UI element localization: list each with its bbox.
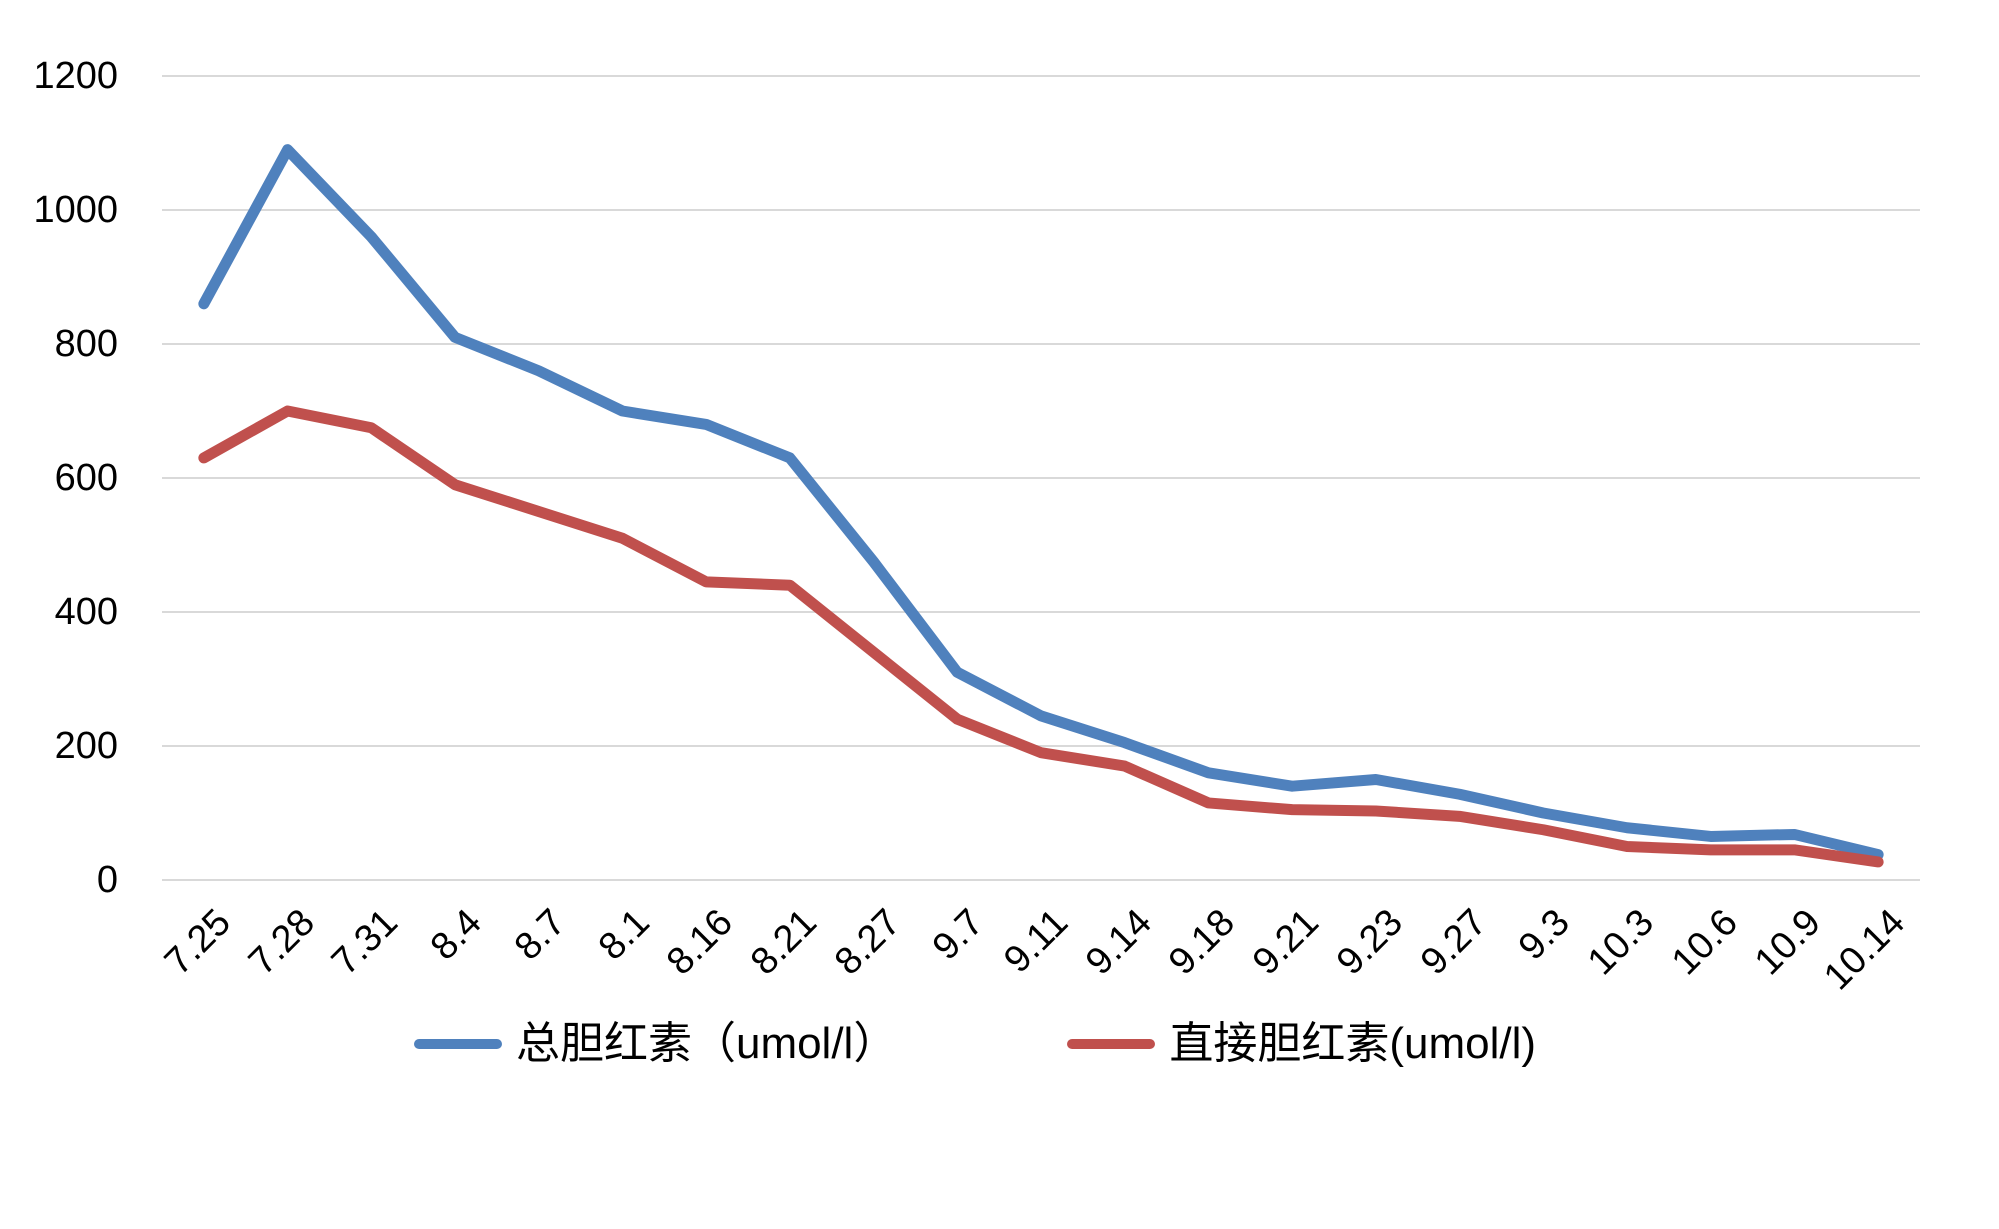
y-tick-label: 1200	[33, 55, 118, 97]
y-tick-label: 0	[96, 859, 118, 901]
legend-line-swatch-direct-bilirubin	[1067, 1039, 1156, 1049]
legend-label-direct-bilirubin: 直接胆红素(umol/l)	[1169, 1019, 1537, 1068]
series-line-1	[198, 405, 1884, 868]
legend-label-total-bilirubin: 总胆红素（umol/l）	[515, 1019, 898, 1068]
y-tick-label: 200	[54, 725, 118, 767]
series-line-0	[198, 144, 1884, 861]
y-tick-label: 800	[54, 323, 118, 365]
y-tick-label: 1000	[33, 189, 118, 231]
y-tick-label: 600	[54, 457, 118, 499]
legend: 总胆红素（umol/l） 直接胆红素(umol/l)	[0, 1018, 1950, 1070]
y-tick-label: 400	[54, 591, 118, 633]
legend-item-direct-bilirubin: 直接胆红素(umol/l)	[1067, 1018, 1536, 1070]
legend-line-swatch-total-bilirubin	[413, 1039, 502, 1049]
legend-item-total-bilirubin: 总胆红素（umol/l）	[413, 1018, 898, 1070]
